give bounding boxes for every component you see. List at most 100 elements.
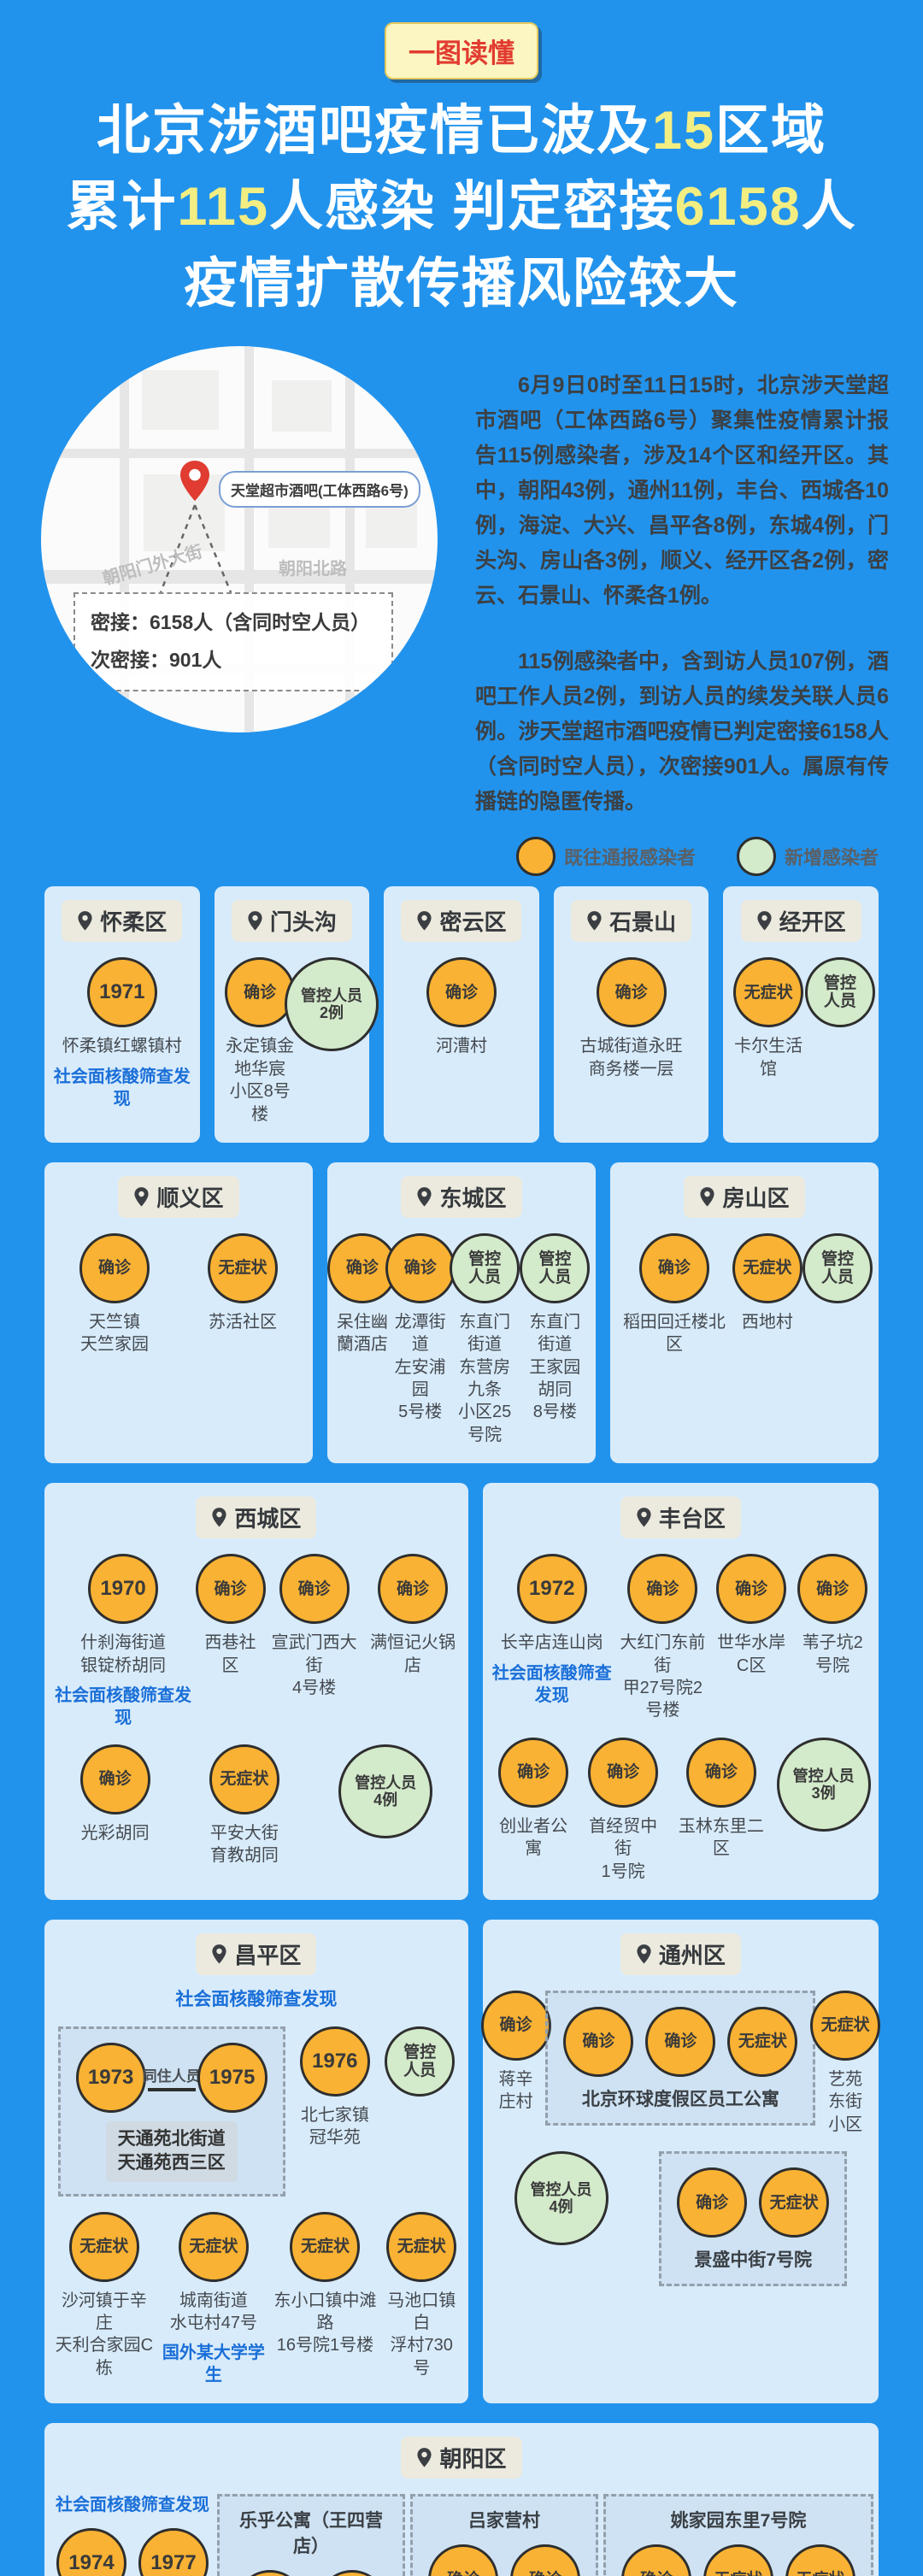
location-label: 玉林东里二区 (678, 1816, 764, 1859)
circle-text: 管控 (823, 974, 856, 993)
screening-note: 社会面核酸筛查发现 (53, 1067, 191, 1109)
reported-case-circle: 确诊 (378, 1554, 449, 1625)
map-block (144, 474, 225, 552)
circle-text: 确诊 (447, 2571, 479, 2576)
case-unit: 无症状 平安大街 育教胡同 (209, 1744, 279, 1867)
district-header: 石景山 (554, 900, 709, 943)
title-text: 累计 (66, 177, 178, 238)
district-title-badge: 房山区 (684, 1175, 805, 1218)
control-personnel-circle: 管控人员 4例 (514, 2151, 608, 2246)
location-map: 天堂超市酒吧(工体西路6号) 朝阳门外大街 朝阳北路 密接：6158人（含同时空… (41, 346, 438, 733)
circle-row: 确诊 创业者公寓 确诊 首经贸中街 1号院 确诊 玉林东里二区 管控人员 3例 (483, 1737, 879, 1883)
circle-text: 确诊 (704, 1763, 738, 1782)
circle-text: 无症状 (714, 2571, 762, 2576)
location-label: 蒋辛庄村 (498, 2070, 533, 2112)
district-title-badge: 丰台区 (620, 1497, 741, 1539)
map-road (120, 346, 129, 733)
circle-text: 1975 (209, 2065, 256, 2089)
circle-text: 管控人员 (355, 1773, 417, 1791)
circle-text: 无症状 (79, 2238, 129, 2256)
circle-row: 无症状 卡尔生活馆 管控 人员 (723, 957, 879, 1080)
district-title-badge: 昌平区 (196, 1933, 317, 1975)
case-unit: 确诊 稻田回迁楼北区 (619, 1232, 730, 1356)
map-pin-icon (416, 910, 432, 932)
control-personnel-circle: 管控 人员 (385, 2026, 456, 2097)
circle-text: 无症状 (218, 1259, 267, 1278)
district-screening-note: 社会面核酸筛查发现 (175, 1990, 338, 2009)
reported-case-circle: 确诊 (716, 1554, 787, 1625)
location-label: 城南街道 水屯村47号 (169, 2291, 258, 2333)
reported-case-circle: 确诊 (498, 1737, 569, 1808)
case-unit: 确诊 呆住幽 蘭酒店 (326, 1232, 397, 1356)
district-card: 门头沟 确诊 永定镇金地华宸 小区8号楼 管控人员 2例 (214, 886, 379, 1143)
title-line-2: 累计115人感染 判定密接6158人 (0, 169, 923, 245)
circle-row: 确诊到访酒吧无症状无症状续发病例 (618, 2544, 859, 2576)
control-personnel-circle: 管控 人员 (520, 1232, 591, 1303)
case-unit: 无症状 城南街道 水屯村47号 国外某大学学生 (161, 2211, 267, 2387)
location-label: 东直门街道 东营房九条 小区25号院 (457, 1312, 512, 1444)
circle-row: 1973 同住人员 1975 天通苑北街道 天通苑西三区 1976 北七家镇 冠华苑 管控人… (44, 2026, 468, 2197)
district-title-badge: 经开区 (740, 900, 861, 943)
circle-text: 管控 (820, 1250, 854, 1268)
circle-text: 无症状 (220, 1770, 269, 1789)
case-unit: 确诊 首经贸中街 1号院 (581, 1737, 666, 1883)
reported-case-circle: 无症状 (727, 2007, 798, 2077)
cluster-title: 姚家园东里7号院 (670, 2511, 807, 2532)
circle-text: 确诊 (98, 1770, 132, 1789)
district-card: 经开区无症状 卡尔生活馆 管控 人员 (723, 886, 879, 1143)
map-pin-icon (636, 1507, 652, 1528)
location-label: 东小口镇中滩路 16号院1号楼 (273, 2291, 377, 2355)
dashed-cluster-box: 姚家园东里7号院确诊到访酒吧无症状无症状续发病例 (603, 2494, 873, 2576)
circle-row: 无症状 沙河镇于辛庄 天利合家园C栋 无症状 城南街道 水屯村47号 国外某大学学生 无症… (44, 2211, 468, 2387)
control-personnel-circle: 管控人员 2例 (284, 957, 379, 1052)
map-pin-icon (416, 2447, 432, 2468)
case-unit: 确诊 (563, 2007, 634, 2077)
control-personnel-circle: 管控 人员 (804, 957, 875, 1028)
district-name: 门头沟 (269, 909, 337, 936)
circle-text: 4例 (549, 2198, 573, 2216)
circle-text: 无症状 (796, 2571, 844, 2576)
circle-text: 管控人员 (792, 1767, 855, 1785)
circle-text: 无症状 (820, 2016, 870, 2035)
reported-case-circle: 无症状 (703, 2544, 773, 2576)
case-unit: 无症状 艺苑东街 小区 (810, 1991, 881, 2136)
reported-case-circle: 无症状 (178, 2211, 249, 2282)
reported-case-circle: 1970 (88, 1554, 159, 1625)
link-label: 同住人员 (142, 2068, 201, 2085)
district-title-badge: 门头沟 (231, 900, 352, 943)
road-name-label: 朝阳北路 (279, 560, 347, 579)
case-unit: 确诊 创业者公寓 (491, 1737, 576, 1861)
map-pin-icon (636, 1944, 652, 1965)
location-label: 首经贸中街 1号院 (589, 1816, 658, 1881)
reported-case-circle: 无症状 (317, 2570, 387, 2576)
district-card: 通州区 确诊 蒋辛庄村 确诊 确诊 无症状 北京环球度假区员工公寓 无症状 艺苑东街 小区 管控人… (480, 1920, 881, 2404)
location-label: 稻田回迁楼北区 (622, 1312, 726, 1355)
reported-case-circle: 1977 (138, 2528, 209, 2576)
circle-row: 1974劲松街道 劲松五区1977东坝乡康 静里小区 (53, 2528, 212, 2576)
case-unit: 无症状 (703, 2544, 773, 2576)
map-pin-icon (416, 1186, 432, 1208)
circle-row: 1970 什刹海街道 银锭桥胡同 社会面核酸筛查发现 确诊 西巷社区 确诊 宣武门西大街 4… (44, 1554, 468, 1729)
district-name: 密云区 (439, 909, 507, 936)
case-unit: 无症状 西地村 (732, 1232, 802, 1333)
location-label: 西巷社区 (204, 1633, 256, 1675)
pair-row: 1973 同住人员 1975 (75, 2043, 267, 2113)
district-title-badge: 怀柔区 (62, 900, 183, 943)
reported-case-circle: 1972 (516, 1554, 587, 1625)
circle-text: 无症状 (397, 2238, 446, 2256)
summary-paragraph-2: 115例感染者中，含到访人员107例，酒吧工作人员2例，到访人员的续发关联人员6… (475, 650, 889, 815)
card-row: 昌平区 社会面核酸筛查发现 1973 同住人员 1975 天通苑北街道 天通苑西三区 197… (44, 1920, 881, 2404)
map-road (41, 570, 438, 585)
case-unit: 管控 人员 (385, 2026, 456, 2097)
dashed-cluster-box: 吕家营村确诊 确诊 (410, 2494, 598, 2576)
district-grid: 怀柔区 1971 怀柔镇红螺镇村 社会面核酸筛查发现 门头沟 确诊 永定镇金地华宸 小区8号… (0, 886, 923, 2576)
district-header: 丰台区 (483, 1497, 879, 1539)
circle-text: 确诊 (657, 1259, 691, 1278)
circle-row: 确诊到访酒吧 无症状续发病例 (232, 2570, 391, 2576)
district-name: 怀柔区 (100, 909, 168, 936)
screening-note: 社会面核酸筛查发现 (55, 1686, 192, 1728)
case-unit: 确诊 大红门东前街 甲27号院2号楼 (618, 1554, 708, 1722)
case-unit: 确诊 (677, 2167, 748, 2238)
legend-item-previous: 既往通报感染者 (515, 837, 696, 877)
